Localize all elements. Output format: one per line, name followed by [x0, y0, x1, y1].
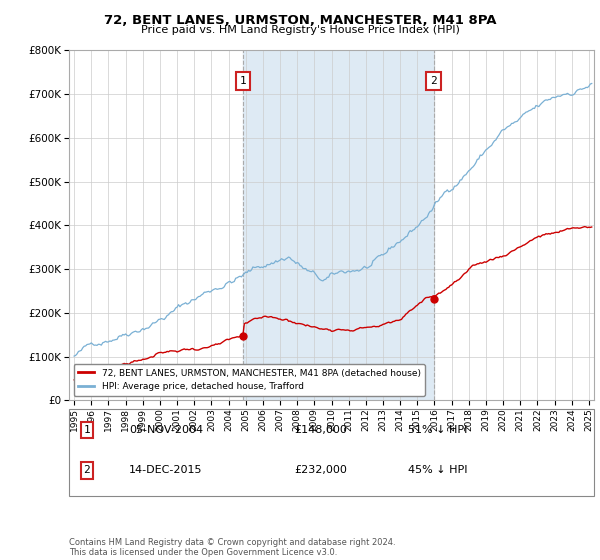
Text: 72, BENT LANES, URMSTON, MANCHESTER, M41 8PA: 72, BENT LANES, URMSTON, MANCHESTER, M41…: [104, 14, 496, 27]
Text: 2: 2: [83, 465, 91, 475]
Bar: [243, 50, 434, 400]
Text: Contains HM Land Registry data © Crown copyright and database right 2024.
This d: Contains HM Land Registry data © Crown c…: [69, 538, 395, 557]
Text: Price paid vs. HM Land Registry's House Price Index (HPI): Price paid vs. HM Land Registry's House …: [140, 25, 460, 35]
Text: 45% ↓ HPI: 45% ↓ HPI: [408, 465, 467, 475]
Text: 1: 1: [240, 76, 247, 86]
Text: £232,000: £232,000: [294, 465, 347, 475]
Legend: 72, BENT LANES, URMSTON, MANCHESTER, M41 8PA (detached house), HPI: Average pric: 72, BENT LANES, URMSTON, MANCHESTER, M41…: [74, 364, 425, 396]
Text: 14-DEC-2015: 14-DEC-2015: [129, 465, 203, 475]
Text: 05-NOV-2004: 05-NOV-2004: [129, 425, 203, 435]
Text: £148,000: £148,000: [294, 425, 347, 435]
Text: 51% ↓ HPI: 51% ↓ HPI: [408, 425, 467, 435]
Text: 1: 1: [83, 425, 91, 435]
Text: 2: 2: [430, 76, 437, 86]
